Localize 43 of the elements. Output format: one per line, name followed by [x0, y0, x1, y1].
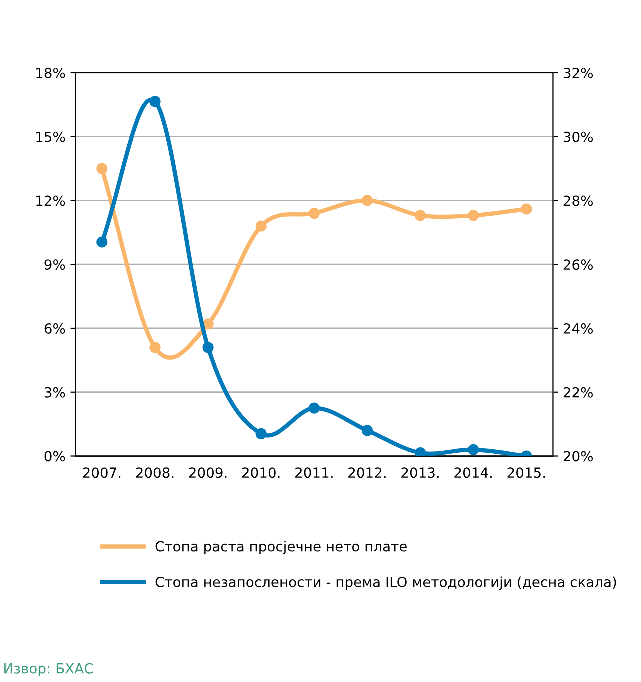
point — [256, 220, 267, 232]
point — [96, 163, 108, 174]
y2-tick-label: 28% — [564, 196, 594, 206]
y2-tick-label: 26% — [564, 260, 594, 270]
y-tick-label: 0% — [44, 451, 66, 462]
x-tick-label: 2007. — [83, 468, 121, 478]
y2-tick-label: 30% — [564, 132, 594, 142]
x-tick-label: 2015. — [508, 468, 546, 478]
point — [362, 425, 374, 436]
point — [414, 448, 426, 456]
y2-tick-label: 20% — [564, 451, 594, 462]
y-tick-label: 18% — [36, 68, 66, 78]
y2-tick-label: 24% — [564, 323, 594, 334]
point — [468, 210, 480, 222]
point — [150, 96, 161, 108]
y-tick-label: 12% — [36, 196, 66, 206]
y2-tick-label: 32% — [564, 68, 594, 78]
x-tick-label: 2009. — [189, 468, 227, 478]
x-tick-label: 2012. — [348, 468, 386, 478]
legend-label: Стопа раста просјечне нето плате — [156, 541, 407, 554]
x-tick-label: 2013. — [402, 468, 439, 478]
point — [468, 444, 480, 456]
y-tick-label: 3% — [44, 387, 66, 398]
x-tick-label: 2008. — [136, 468, 174, 478]
point — [150, 342, 161, 354]
y2-tick-label: 22% — [564, 387, 594, 398]
y-tick-label: 9% — [44, 260, 66, 270]
x-tick-label: 2014. — [454, 468, 492, 478]
x-tick-label: 2010. — [242, 468, 280, 478]
point — [414, 210, 426, 222]
point — [202, 318, 214, 330]
point — [521, 204, 532, 215]
point — [362, 195, 374, 206]
point — [308, 208, 320, 220]
point — [202, 342, 214, 354]
point — [96, 236, 108, 248]
point — [308, 402, 320, 414]
y-tick-label: 15% — [36, 132, 66, 142]
x-tick-label: 2011. — [296, 468, 333, 478]
y-tick-label: 6% — [44, 323, 66, 334]
point — [256, 428, 267, 440]
text: Извор: БХАС — [4, 663, 94, 677]
legend-label: Стопа незапослености - према ILO методологији (десна скала) — [156, 576, 616, 590]
